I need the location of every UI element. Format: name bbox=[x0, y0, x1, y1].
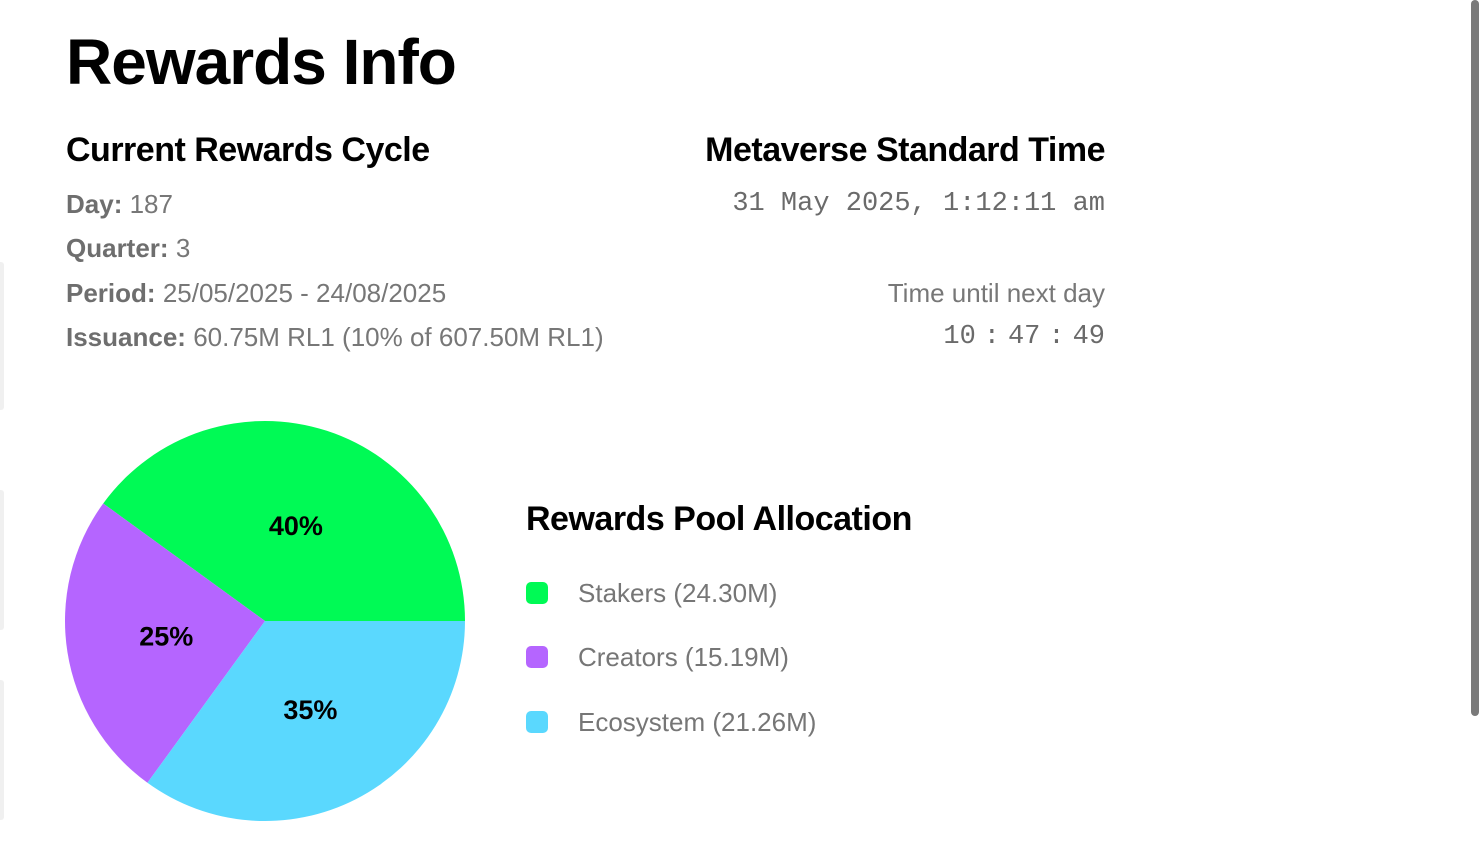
pie-slice-creators bbox=[65, 503, 265, 783]
page-edge-mark bbox=[0, 680, 4, 820]
pie-label-creators: 25% bbox=[139, 622, 193, 652]
issuance-value: 60.75M RL1 (10% of 607.50M RL1) bbox=[193, 322, 604, 352]
countdown-hours: 10 bbox=[943, 322, 976, 352]
period-value: 25/05/2025 - 24/08/2025 bbox=[162, 278, 447, 308]
legend-item-creators: Creators (15.19M) bbox=[526, 641, 789, 673]
legend-swatch-stakers bbox=[526, 582, 548, 604]
day-value: 187 bbox=[129, 189, 173, 219]
scrollbar-thumb[interactable] bbox=[1471, 0, 1479, 716]
period-row: Period: 25/05/2025 - 24/08/2025 bbox=[66, 277, 446, 309]
page-edge-mark bbox=[0, 490, 4, 630]
legend-item-ecosystem: Ecosystem (21.26M) bbox=[526, 706, 816, 738]
period-label: Period: bbox=[66, 278, 156, 308]
current-cycle-title: Current Rewards Cycle bbox=[66, 131, 430, 169]
issuance-row: Issuance: 60.75M RL1 (10% of 607.50M RL1… bbox=[66, 321, 604, 353]
countdown-separator: : bbox=[983, 322, 1000, 352]
legend-label-stakers: Stakers (24.30M) bbox=[578, 578, 778, 608]
pie-label-stakers: 40% bbox=[269, 511, 323, 541]
pie-label-ecosystem: 35% bbox=[283, 695, 337, 725]
allocation-pie-chart: 40% 25% 35% bbox=[65, 421, 466, 821]
day-label: Day: bbox=[66, 189, 123, 219]
page-edge-mark bbox=[0, 262, 4, 410]
issuance-label: Issuance: bbox=[66, 322, 186, 352]
pie-slice-ecosystem bbox=[147, 621, 466, 821]
page-title: Rewards Info bbox=[66, 26, 457, 98]
legend-label-ecosystem: Ecosystem (21.26M) bbox=[578, 707, 817, 737]
legend-swatch-ecosystem bbox=[526, 711, 548, 733]
day-row: Day: 187 bbox=[66, 188, 173, 220]
next-day-countdown: 10:47:49 bbox=[943, 320, 1105, 354]
legend-label-creators: Creators (15.19M) bbox=[578, 642, 789, 672]
next-day-label: Time until next day bbox=[887, 278, 1105, 308]
legend-swatch-creators bbox=[526, 646, 548, 668]
allocation-title: Rewards Pool Allocation bbox=[526, 500, 912, 538]
countdown-seconds: 49 bbox=[1072, 322, 1105, 352]
mst-title: Metaverse Standard Time bbox=[705, 131, 1105, 169]
pie-slice-stakers bbox=[103, 421, 466, 621]
legend-item-stakers: Stakers (24.30M) bbox=[526, 577, 777, 609]
mst-datetime: 31 May 2025, 1:12:11 am bbox=[732, 189, 1105, 219]
scrollbar[interactable] bbox=[1468, 0, 1480, 864]
quarter-label: Quarter: bbox=[66, 233, 169, 263]
countdown-minutes: 47 bbox=[1007, 322, 1041, 352]
quarter-row: Quarter: 3 bbox=[66, 232, 190, 264]
countdown-separator: : bbox=[1048, 322, 1065, 352]
quarter-value: 3 bbox=[175, 233, 191, 263]
